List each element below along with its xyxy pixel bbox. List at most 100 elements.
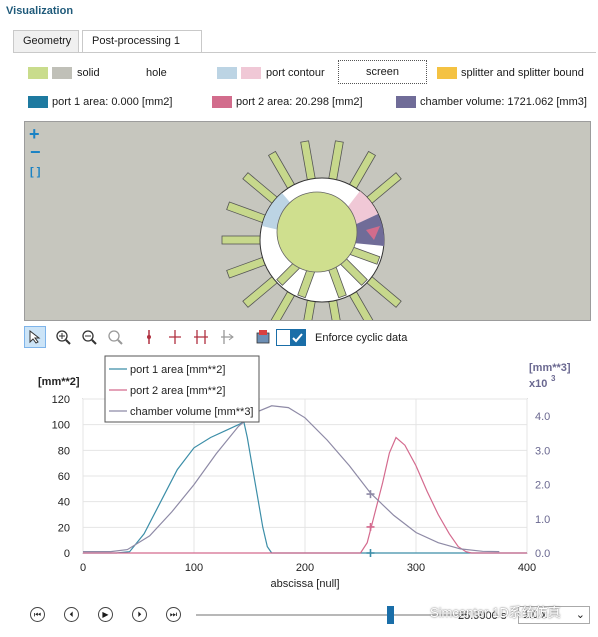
export-data-icon [256, 330, 270, 344]
x-tick-label: 0 [80, 562, 86, 574]
panel-title: Visualization [6, 5, 74, 17]
x-tick-label: 200 [296, 562, 314, 574]
legend-entry-2: chamber volume [mm**3] [130, 406, 254, 418]
rotor-hub [276, 191, 358, 273]
skip-to-start-button[interactable]: ⏮ [30, 607, 45, 622]
y-tick-label-right: 2.0 [535, 480, 550, 492]
y-axis-multiplier: x10 [529, 378, 547, 390]
port-contour-label: port contour [266, 67, 325, 79]
y-tick-label-left: 40 [58, 497, 70, 509]
screen-button[interactable]: screen [338, 60, 427, 84]
time-readout: 25.9000 s [458, 610, 507, 622]
rotor-drawing [221, 140, 402, 320]
cursor-tool-button[interactable] [138, 326, 160, 348]
y-tick-label-left: 20 [58, 522, 70, 534]
fit-view-icon[interactable]: [ ] [30, 166, 41, 178]
zoom-in-tool-button[interactable] [52, 326, 74, 348]
chamber-swatch [396, 96, 416, 108]
solid-label: solid [77, 67, 100, 79]
cursor-arrow-icon [29, 330, 41, 344]
y-tick-label-left: 80 [58, 445, 70, 457]
skip-end-icon: ⏭ [169, 609, 178, 619]
y-tick-label-left: 0 [64, 548, 70, 560]
port2-area-label: port 2 area: 20.298 [mm2] [236, 96, 363, 108]
zoom-in-icon[interactable]: + [29, 124, 40, 144]
y-tick-label-right: 3.0 [535, 445, 550, 457]
port-contour-swatch-alt [241, 67, 261, 79]
watermark: Simcenter 1D系统仿真 [430, 605, 561, 620]
cursor-step-icon [221, 330, 234, 344]
y-tick-label-right: 4.0 [535, 411, 550, 423]
playback-bar: ⏮ ⏴ ▶ ⏵ ⏭ 25.9000 s 1.0 x ⌄ [24, 600, 594, 632]
export-tool-button[interactable] [252, 326, 274, 348]
y-axis-label-left: [mm**2] [38, 376, 80, 388]
x-tick-label: 400 [518, 562, 536, 574]
y-tick-label-right: 0.0 [535, 548, 550, 560]
port-contour-swatch [217, 67, 237, 79]
y-tick-label-left: 60 [58, 471, 70, 483]
x-axis-label: abscissa [null] [270, 578, 339, 590]
skip-to-end-button[interactable]: ⏭ [166, 607, 181, 622]
tab-post-processing[interactable]: Post-processing 1 [82, 30, 202, 53]
legend-entry-0: port 1 area [mm**2] [130, 364, 225, 376]
time-slider-track[interactable] [196, 606, 466, 624]
step-back-icon: ⏴ [69, 609, 74, 619]
zoom-out-tool-button[interactable] [78, 326, 100, 348]
step-forward-button[interactable]: ⏵ [132, 607, 147, 622]
speed-select[interactable]: 1.0 x ⌄ [518, 606, 590, 624]
play-button[interactable]: ▶ [98, 607, 113, 622]
series-line-2 [83, 405, 500, 553]
splitter-swatch [437, 67, 457, 79]
skip-start-icon: ⏮ [33, 609, 42, 619]
tab-geometry[interactable]: Geometry [13, 30, 79, 52]
y-axis-label-right: [mm**3] [529, 362, 571, 374]
line-chart: 0 100 200 300 400 0 20 40 60 80 100 120 0.0 1.0 2.0 3.0… [38, 355, 571, 590]
cursor-step-tool-button[interactable] [216, 326, 238, 348]
magnifier-minus-icon [82, 330, 97, 345]
plot-area[interactable]: 0 100 200 300 400 0 20 40 60 80 100 120 0.0 1.0 2.0 3.0… [24, 353, 589, 595]
legend-entry-1: port 2 area [mm**2] [130, 385, 225, 397]
y-axis-multiplier-exponent: 3 [551, 374, 556, 383]
time-slider-handle[interactable] [387, 606, 395, 624]
cursor-marker-2 [366, 490, 375, 499]
step-forward-icon: ⏵ [137, 609, 142, 619]
checkmark-icon [290, 330, 305, 345]
port2-swatch [212, 96, 232, 108]
dual-cursor-icon [194, 330, 208, 344]
crosshair-tool-button[interactable] [164, 326, 186, 348]
geometry-viewer[interactable]: + − [ ] [24, 121, 591, 321]
vertical-cursor-icon [147, 330, 151, 344]
port2-area [366, 226, 380, 240]
x-tick-label: 300 [407, 562, 425, 574]
magnifier-plus-icon [56, 330, 71, 345]
chart-legend-box [104, 355, 260, 423]
hole-swatch [122, 67, 142, 79]
post-processing-panel [13, 52, 596, 637]
dual-cursor-tool-button[interactable] [190, 326, 212, 348]
enforce-cyclic-toggle[interactable] [276, 329, 306, 346]
series-line-0 [83, 421, 527, 554]
zoom-out-icon[interactable]: − [30, 142, 41, 162]
plot-toolbar: Enforce cyclic data [24, 326, 584, 350]
speed-value: 1.0 x [523, 609, 547, 621]
play-icon: ▶ [102, 610, 109, 619]
solid-swatch-alt [52, 67, 72, 79]
enforce-cyclic-label: Enforce cyclic data [315, 332, 408, 344]
y-tick-label-left: 120 [52, 394, 70, 406]
zoom-reset-tool-button[interactable] [104, 326, 126, 348]
magnifier-reset-icon [108, 330, 123, 345]
chamber-volume-label: chamber volume: 1721.062 [mm3] [420, 96, 587, 108]
solid-swatch [28, 67, 48, 79]
x-tick-label: 100 [185, 562, 203, 574]
port1-swatch [28, 96, 48, 108]
cursor-marker-1 [366, 522, 375, 531]
port1-area-label: port 1 area: 0.000 [mm2] [52, 96, 173, 108]
select-tool-button[interactable] [24, 326, 46, 348]
splitter-label: splitter and splitter bound [461, 67, 584, 79]
chevron-down-icon: ⌄ [575, 609, 585, 621]
hole-label: hole [146, 67, 167, 79]
step-back-button[interactable]: ⏴ [64, 607, 79, 622]
crosshair-icon [169, 330, 181, 344]
cursor-marker-0 [366, 549, 375, 557]
y-tick-label-right: 1.0 [535, 514, 550, 526]
